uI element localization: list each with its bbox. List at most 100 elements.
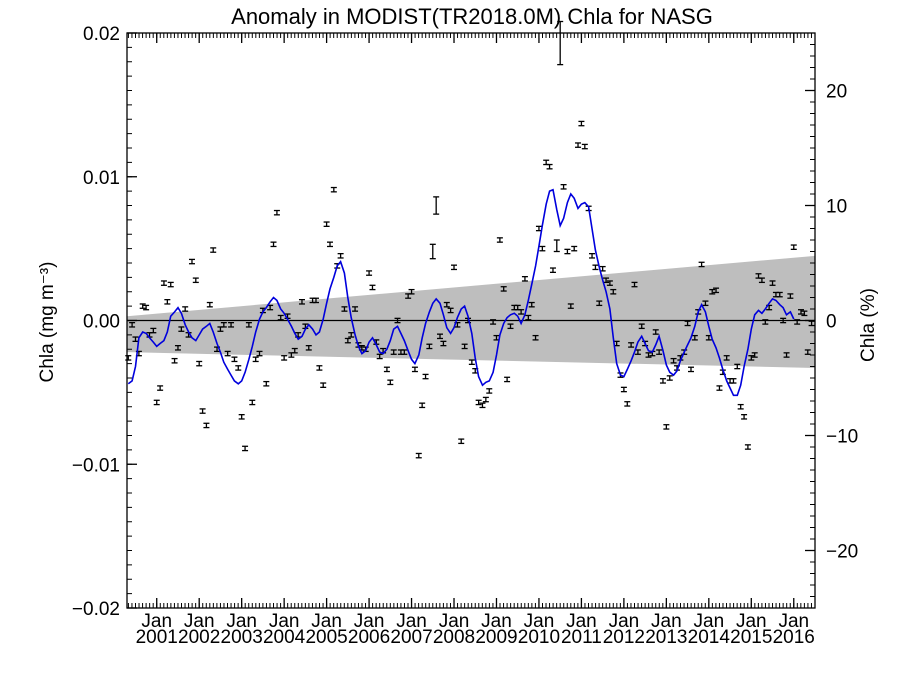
- data-point: [564, 248, 571, 255]
- x-tick-label-year: 2001: [136, 627, 178, 648]
- data-point: [242, 445, 249, 452]
- plot-area: 0.020.010.00−0.01−0.0220100−10−20Jan2001…: [72, 20, 858, 648]
- data-point: [628, 342, 635, 348]
- data-point: [606, 280, 613, 286]
- x-tick-label-month: Jan: [651, 611, 682, 632]
- x-tick-label-year: 2009: [475, 627, 517, 648]
- data-point: [270, 241, 277, 248]
- x-tick-label-month: Jan: [354, 611, 385, 632]
- data-point: [273, 209, 280, 216]
- data-point: [808, 320, 815, 327]
- x-tick-label-month: Jan: [141, 611, 172, 632]
- data-point: [182, 306, 189, 312]
- data-point: [698, 261, 705, 268]
- data-point: [376, 353, 383, 360]
- data-point: [702, 300, 709, 307]
- data-point: [790, 244, 797, 250]
- data-point: [369, 284, 376, 291]
- data-point: [238, 414, 245, 420]
- smoothed-series-line: [127, 188, 795, 397]
- data-point: [327, 241, 334, 248]
- x-tick-label-year: 2008: [433, 627, 475, 648]
- data-point: [199, 408, 206, 414]
- data-point: [769, 280, 776, 286]
- x-tick-label-month: Jan: [311, 611, 342, 632]
- x-tick-label-year: 2003: [221, 627, 263, 648]
- data-point: [231, 356, 238, 363]
- data-point: [252, 356, 259, 363]
- data-point: [203, 422, 210, 429]
- data-point: [419, 402, 426, 409]
- data-point: [521, 276, 528, 282]
- data-point: [323, 221, 330, 227]
- data-point: [684, 320, 691, 327]
- y-tick-label-right: −10: [826, 427, 858, 448]
- y-tick-label-right: −20: [826, 542, 858, 563]
- data-point: [645, 352, 652, 358]
- x-tick-label-year: 2002: [178, 627, 220, 648]
- data-point: [426, 343, 433, 350]
- data-point: [312, 297, 319, 304]
- data-point: [366, 270, 373, 276]
- data-point: [249, 399, 256, 406]
- data-point: [461, 343, 468, 350]
- y-tick-label-left: 0.02: [83, 24, 120, 45]
- data-point: [139, 303, 146, 309]
- x-tick-label-month: Jan: [269, 611, 300, 632]
- data-point: [429, 243, 436, 260]
- data-point: [713, 287, 720, 294]
- data-point: [652, 329, 659, 335]
- data-point: [748, 355, 755, 361]
- data-point: [663, 424, 670, 430]
- data-point: [150, 327, 157, 334]
- data-point: [589, 253, 596, 259]
- data-point: [507, 323, 514, 330]
- x-tick-label-month: Jan: [736, 611, 767, 632]
- data-point: [387, 379, 394, 386]
- data-point: [631, 281, 638, 288]
- data-point: [620, 386, 627, 393]
- data-point: [167, 281, 174, 288]
- data-point: [475, 399, 482, 406]
- y-axis-label-right: Chla (%): [858, 288, 879, 362]
- y-axis-label-left: Chla (mg m⁻³): [37, 262, 58, 383]
- data-point: [164, 299, 171, 305]
- data-point: [129, 322, 136, 328]
- data-point: [305, 345, 312, 351]
- data-point: [624, 401, 631, 407]
- data-point: [192, 277, 199, 284]
- y-tick-label-left: −0.01: [72, 455, 120, 476]
- data-point: [567, 303, 574, 309]
- x-tick-label-year: 2016: [773, 627, 815, 648]
- data-point: [224, 350, 231, 357]
- data-point: [157, 385, 164, 391]
- x-tick-label-month: Jan: [481, 611, 512, 632]
- data-point: [458, 438, 465, 445]
- data-point: [525, 314, 532, 321]
- data-point: [571, 245, 578, 252]
- data-point: [415, 452, 422, 459]
- x-tick-label-year: 2014: [688, 627, 731, 648]
- data-point: [277, 314, 284, 321]
- data-point: [656, 349, 663, 355]
- data-point: [804, 349, 811, 355]
- data-point: [125, 355, 132, 361]
- data-point: [394, 317, 401, 324]
- data-point: [341, 306, 348, 312]
- data-point: [581, 143, 588, 150]
- y-tick-label-right: 10: [826, 197, 847, 218]
- data-point: [178, 326, 185, 332]
- data-point: [436, 333, 443, 340]
- data-point: [482, 396, 489, 403]
- data-point: [776, 291, 783, 298]
- data-point: [751, 352, 758, 358]
- data-point: [291, 347, 298, 354]
- data-point: [744, 444, 751, 450]
- data-point: [670, 357, 677, 364]
- data-point: [518, 309, 525, 315]
- data-point: [546, 163, 553, 170]
- x-tick-label-month: Jan: [694, 611, 725, 632]
- data-point: [666, 375, 673, 381]
- x-tick-label-year: 2007: [390, 627, 432, 648]
- data-point: [532, 334, 539, 341]
